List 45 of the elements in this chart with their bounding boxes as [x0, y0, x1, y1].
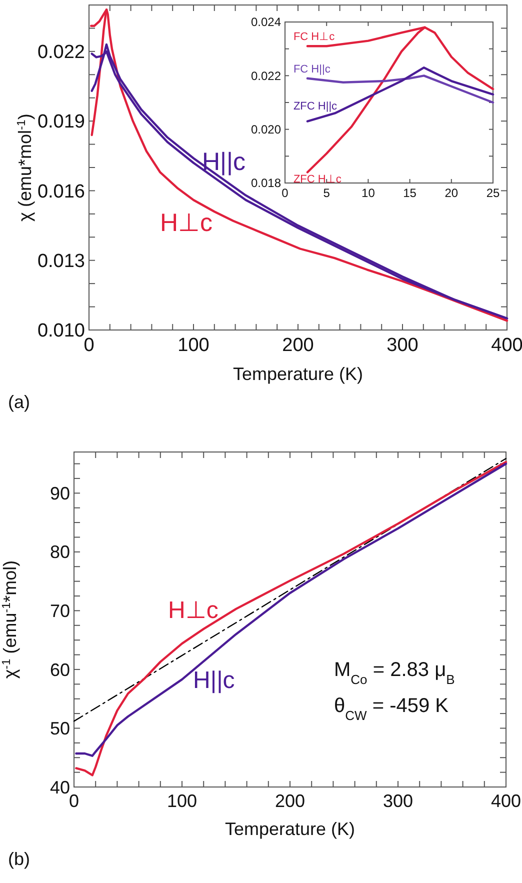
annotation: H||c — [193, 667, 235, 694]
y-tick-label: 40 — [50, 777, 70, 798]
x-tick-label: 100 — [178, 335, 210, 356]
y-tick-label: 0.022 — [250, 68, 282, 83]
y-tick-label: 90 — [50, 483, 70, 504]
annotation: θ$_{CW}$ = -459 K — [334, 695, 450, 722]
x-tick-label: 10 — [362, 186, 376, 200]
x-axis-title: Temperature (K) — [232, 364, 364, 384]
x-tick-label: 0 — [68, 791, 80, 811]
y-tick-label: 50 — [50, 718, 70, 739]
x-tick-label: 5 — [323, 186, 330, 200]
text: (a) — [8, 392, 30, 412]
x-tick-label: 0 — [282, 186, 289, 200]
y-tick-label: 0.018 — [250, 176, 282, 190]
annotation: M$_{Co}$ = 2.83 μ$_{B}$ — [334, 659, 455, 686]
y-tick-label: 70 — [50, 600, 70, 621]
y-tick-label: 0.013 — [37, 251, 85, 272]
series-label: FC H||c — [293, 63, 331, 76]
x-tick-label: 300 — [386, 335, 418, 356]
y-tick-label: 60 — [50, 660, 70, 680]
y-tick-label: 0.019 — [37, 112, 85, 133]
annotation: H⊥c — [160, 209, 213, 237]
x-tick-label: 400 — [491, 335, 522, 356]
y-tick-label: 80 — [50, 542, 70, 562]
series-label: ZFC H||c — [293, 100, 338, 112]
annotation: H||c — [202, 148, 246, 176]
y-tick-label: 0.016 — [37, 181, 85, 202]
x-tick-label: 0 — [84, 335, 94, 356]
x-tick-label: 300 — [382, 791, 414, 811]
y-tick-label: 0.010 — [37, 320, 85, 342]
x-axis-title: Temperature (K) — [224, 819, 356, 839]
y-tick-label: 0.024 — [250, 15, 282, 30]
series-label: FC H⊥c — [293, 31, 336, 44]
x-tick-label: 100 — [166, 791, 198, 811]
y-tick-label: 0.022 — [37, 42, 85, 64]
series-label: ZFC H⊥c — [293, 173, 342, 186]
x-tick-label: 25 — [486, 186, 500, 200]
x-tick-label: 200 — [282, 335, 314, 356]
x-tick-label: 20 — [444, 186, 458, 200]
annotation: H⊥c — [168, 597, 218, 624]
x-tick-label: 15 — [403, 186, 417, 200]
y-tick-label: 0.020 — [250, 122, 282, 137]
text: (b) — [8, 849, 30, 869]
x-tick-label: 400 — [490, 791, 522, 811]
x-tick-label: 200 — [274, 791, 306, 811]
